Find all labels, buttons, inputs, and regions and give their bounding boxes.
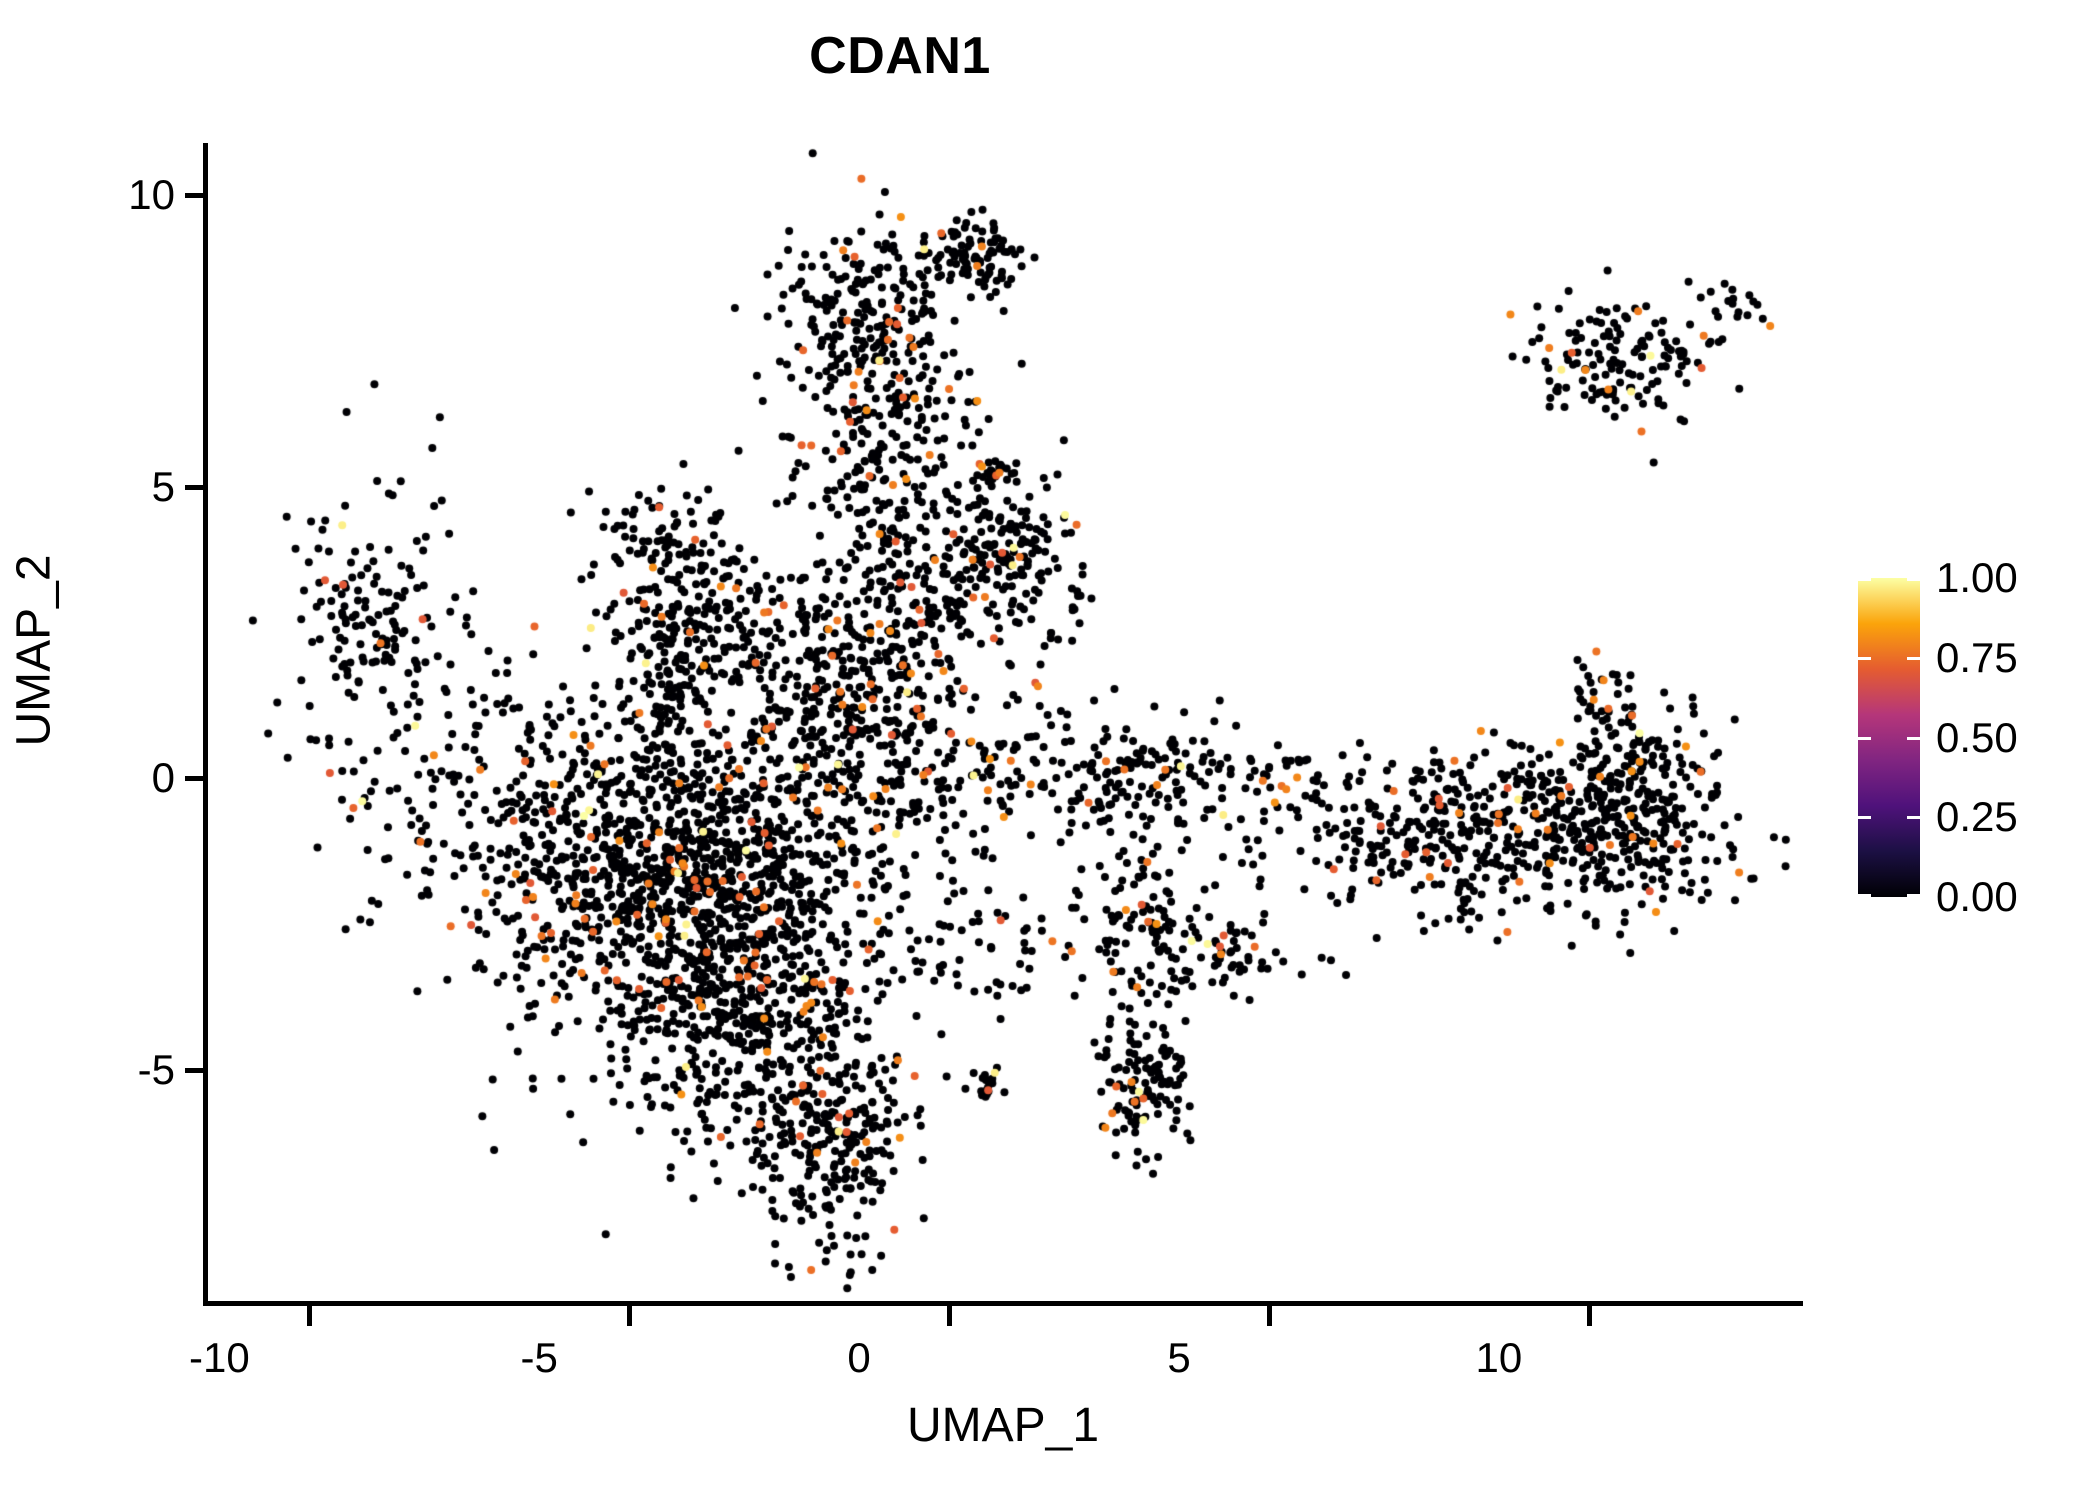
scatter-plot-panel bbox=[207, 143, 1800, 1303]
y-tick-label: -5 bbox=[137, 1045, 175, 1093]
y-tick-label: 10 bbox=[128, 171, 175, 219]
y-tick-mark bbox=[185, 193, 205, 199]
x-tick-mark bbox=[307, 1306, 313, 1326]
y-tick-label: 5 bbox=[151, 462, 175, 510]
legend-tick-mark bbox=[1858, 736, 1920, 740]
legend-tick-mark bbox=[1858, 816, 1920, 820]
y-tick-mark bbox=[185, 776, 205, 782]
y-axis-line bbox=[203, 143, 208, 1306]
legend-tick-mark bbox=[1858, 578, 1920, 581]
legend-tick-label: 0.75 bbox=[1936, 633, 2018, 681]
x-tick-label: 0 bbox=[847, 1334, 871, 1381]
y-tick-label: 0 bbox=[151, 754, 175, 802]
y-tick-mark bbox=[185, 1067, 205, 1073]
x-tick-mark bbox=[1586, 1306, 1592, 1326]
x-tick-label: 5 bbox=[1167, 1334, 1191, 1381]
x-tick-label: -5 bbox=[520, 1334, 558, 1381]
x-tick-mark bbox=[1267, 1306, 1272, 1326]
x-tick-mark bbox=[627, 1306, 633, 1326]
x-tick-label: -10 bbox=[189, 1334, 250, 1381]
legend-tick-label: 1.00 bbox=[1936, 554, 2018, 601]
x-axis-line bbox=[203, 1301, 1803, 1306]
x-tick-label: 10 bbox=[1475, 1334, 1523, 1381]
x-axis-title: UMAP_1 bbox=[906, 1399, 1100, 1452]
y-axis-title: UMAP_2 bbox=[7, 554, 61, 747]
x-tick-mark bbox=[947, 1306, 953, 1326]
color-legend: 1.00 0.75 0.50 0.25 0.00 bbox=[1858, 554, 2088, 920]
legend-tick-label: 0.50 bbox=[1936, 713, 2018, 761]
legend-tick-label: 0.25 bbox=[1936, 793, 2018, 841]
legend-tick-mark bbox=[1858, 894, 1920, 897]
umap-scatter-canvas bbox=[207, 143, 1800, 1303]
page-title: CDAN1 bbox=[809, 27, 991, 85]
y-tick-mark bbox=[185, 484, 205, 490]
legend-tick-label: 0.00 bbox=[1936, 873, 2018, 920]
legend-tick-mark bbox=[1858, 656, 1920, 660]
